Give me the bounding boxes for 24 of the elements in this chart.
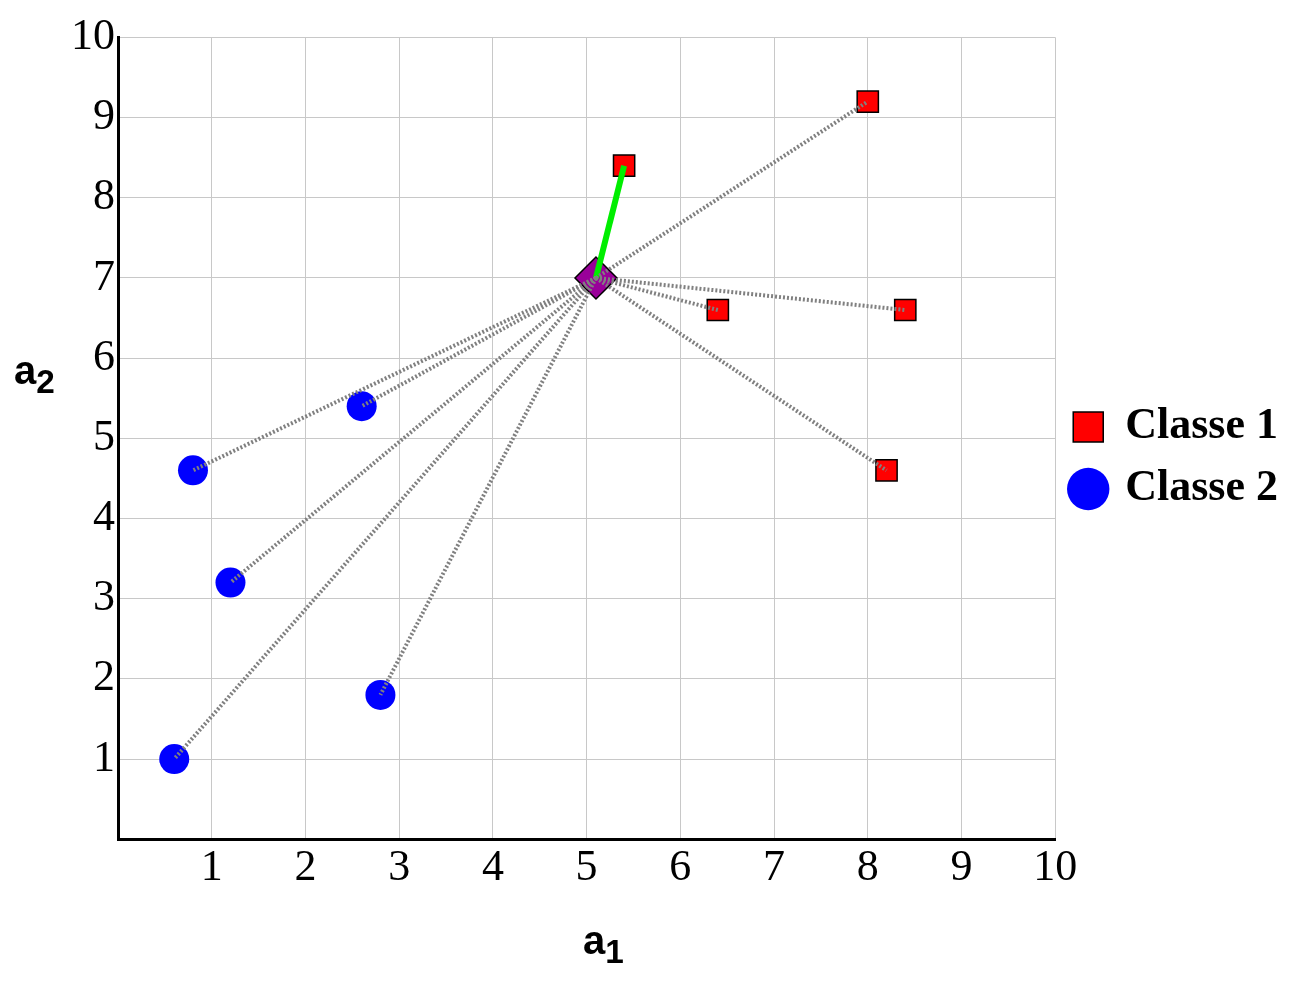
- x-tick-label: 4: [481, 841, 504, 891]
- x-tick-label: 9: [950, 841, 973, 891]
- x-tick-label: 1: [200, 841, 223, 891]
- x-tick-label: 6: [669, 841, 692, 891]
- x-tick-label: 8: [856, 841, 879, 891]
- x-tick-label: 10: [1033, 841, 1078, 891]
- y-tick-label: 10: [71, 9, 115, 59]
- y-tick-label: 1: [93, 731, 115, 781]
- y-tick-label: 8: [93, 170, 115, 220]
- y-tick-label: 6: [93, 330, 115, 380]
- legend-label: Classe 1: [1125, 399, 1279, 449]
- x-tick-label: 3: [388, 841, 411, 891]
- y-tick-label: 4: [93, 491, 115, 541]
- x-tick-label: 5: [575, 841, 598, 891]
- x-tick-label: 2: [294, 841, 317, 891]
- y-tick-label: 3: [93, 571, 115, 621]
- y-tick-label: 7: [93, 250, 115, 300]
- y-tick-label: 5: [93, 410, 115, 460]
- y-axis-title: a$_{2}$: [14, 348, 55, 401]
- x-tick-label: 7: [763, 841, 786, 891]
- legend-label: Classe 2: [1125, 461, 1279, 511]
- y-tick-label: 9: [93, 90, 115, 140]
- x-axis-title: a$_{1}$: [583, 918, 624, 971]
- y-tick-label: 2: [93, 651, 115, 701]
